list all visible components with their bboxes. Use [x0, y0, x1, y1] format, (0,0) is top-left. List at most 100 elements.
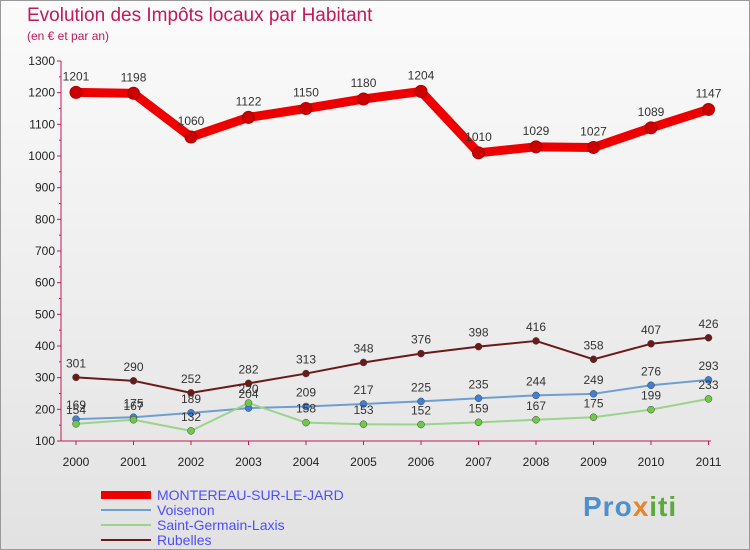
data-point: [532, 337, 540, 345]
data-label: 159: [468, 401, 488, 415]
data-label: 204: [238, 387, 258, 401]
y-tick-label: 700: [35, 244, 55, 258]
data-point: [302, 369, 310, 378]
y-tick-label: 1300: [28, 54, 55, 68]
data-label: 407: [641, 323, 661, 337]
data-point: [474, 394, 483, 402]
data-point: [359, 420, 368, 428]
data-point: [187, 409, 195, 417]
x-tick-label: 2006: [408, 455, 435, 469]
data-point: [704, 395, 713, 403]
y-tick-label: 1100: [29, 117, 55, 131]
data-point: [242, 110, 255, 124]
data-label: 1122: [236, 94, 262, 108]
data-label: 1089: [638, 105, 665, 119]
data-label: 1010: [465, 130, 492, 144]
legend-label-rubelles: Rubelles: [157, 531, 212, 548]
data-point: [417, 397, 425, 406]
data-point: [244, 379, 253, 388]
data-label: 217: [353, 383, 373, 397]
legend-swatch-montereau: [101, 490, 151, 499]
chart-title: Evolution des Impôts locaux par Habitant: [27, 5, 373, 26]
y-tick-label: 900: [35, 181, 55, 195]
data-point: [129, 377, 138, 385]
data-point: [647, 381, 655, 390]
data-label: 293: [698, 359, 718, 373]
data-point: [647, 405, 655, 414]
data-point: [704, 334, 713, 342]
legend-label-saint-germain-laxis: Saint-Germain-Laxis: [157, 516, 285, 533]
data-label: 169: [66, 398, 86, 412]
data-label: 1147: [696, 86, 722, 100]
data-point: [532, 416, 540, 424]
data-point: [417, 349, 425, 358]
y-tick-label: 400: [35, 339, 55, 353]
data-label: 154: [66, 403, 86, 417]
data-point: [704, 376, 713, 384]
data-point: [474, 342, 483, 351]
chart-subtitle: (en € et par an): [27, 29, 110, 43]
data-point: [587, 140, 600, 154]
data-point: [244, 399, 253, 407]
x-tick-label: 2010: [638, 455, 665, 469]
data-label: 276: [641, 364, 661, 378]
data-label: 189: [181, 392, 201, 406]
data-label: 398: [468, 326, 488, 340]
data-label: 358: [583, 338, 603, 352]
data-label: 290: [123, 360, 143, 374]
y-tick-label: 200: [35, 402, 55, 416]
data-label: 1150: [293, 86, 319, 100]
data-point: [129, 416, 138, 424]
x-tick-label: 2004: [293, 455, 320, 469]
data-point: [184, 130, 198, 144]
data-label: 235: [468, 377, 488, 391]
data-label: 1027: [580, 124, 607, 138]
legend-swatch-voisenon: [101, 508, 151, 511]
data-label: 376: [411, 333, 431, 347]
data-point: [647, 340, 655, 348]
legend-item-montereau: MONTEREAU-SUR-LE-JARD: [101, 486, 344, 503]
data-label: 167: [123, 399, 143, 413]
data-point: [702, 102, 715, 116]
y-tick-label: 1000: [28, 149, 55, 163]
y-tick-label: 100: [35, 434, 55, 448]
data-point: [589, 355, 598, 364]
data-label: 1180: [351, 76, 377, 90]
data-label: 1198: [121, 70, 147, 84]
data-label: 252: [181, 372, 201, 386]
data-label: 1060: [178, 114, 205, 128]
data-point: [357, 92, 370, 106]
data-label: 199: [641, 389, 661, 403]
data-label: 175: [583, 396, 603, 410]
y-tick-label: 500: [35, 307, 55, 321]
data-point: [302, 418, 310, 427]
x-tick-label: 2008: [523, 455, 550, 469]
data-point: [529, 140, 543, 154]
data-label: 244: [526, 374, 546, 388]
y-tick-label: 300: [35, 371, 55, 385]
series-line-0: [71, 86, 713, 158]
data-label: 175: [123, 396, 143, 410]
data-label: 282: [238, 362, 258, 376]
data-label: 233: [698, 378, 718, 392]
data-point: [69, 85, 83, 99]
x-tick-label: 2000: [63, 455, 90, 469]
data-point: [187, 389, 195, 397]
data-label: 1204: [408, 68, 435, 82]
series-line-2: [75, 397, 710, 432]
data-label: 225: [411, 380, 431, 394]
data-point: [359, 400, 368, 408]
data-label: 158: [296, 402, 316, 416]
x-tick-label: 2011: [696, 455, 722, 469]
data-point: [127, 86, 140, 100]
data-label: 132: [181, 410, 201, 424]
series-line-1: [75, 378, 710, 421]
data-point: [589, 390, 598, 398]
data-point: [72, 420, 80, 428]
data-label: 426: [698, 317, 718, 331]
legend-label-montereau: MONTEREAU-SUR-LE-JARD: [157, 486, 344, 503]
legend-swatch-rubelles: [101, 538, 151, 541]
x-tick-label: 2003: [235, 455, 262, 469]
data-label: 220: [238, 382, 258, 396]
